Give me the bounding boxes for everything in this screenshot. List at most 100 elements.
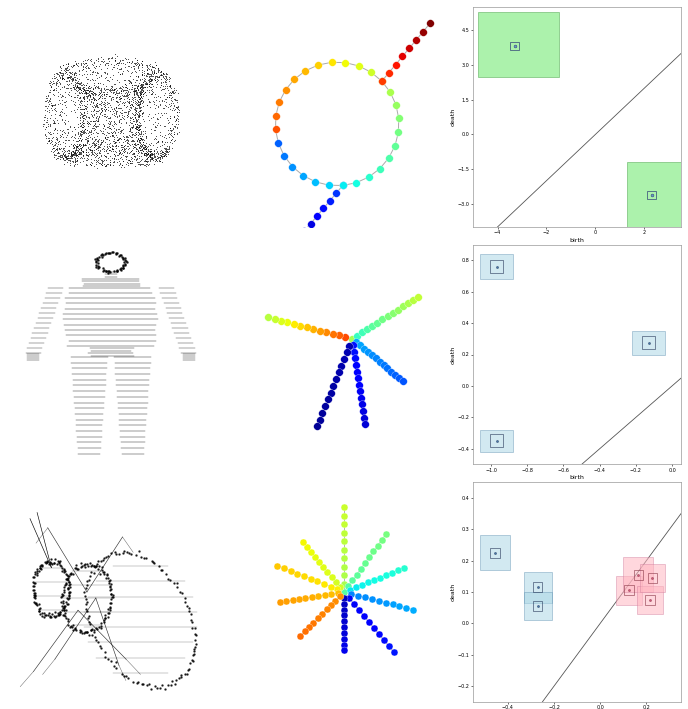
Point [155,84,166,95]
Point [152,79,163,90]
Point [133,111,144,123]
Point [122,108,133,120]
Point [121,135,132,146]
Point [54,83,65,94]
Point [45,98,56,109]
Point [119,133,130,145]
Point [168,132,179,143]
Point [69,82,80,94]
Point [121,153,132,164]
Point [41,105,52,116]
Point [145,145,156,157]
Point [72,150,83,161]
Point [107,145,118,157]
Point [124,74,135,85]
Point [160,145,171,156]
Point [131,123,142,134]
Point [134,89,145,101]
Point [160,70,171,82]
Point [133,110,144,121]
Point [93,157,104,168]
Point [122,86,133,97]
Point [138,96,149,107]
Point [54,608,65,620]
Point [132,135,143,146]
Point [140,121,151,133]
Point [30,598,41,610]
Point [109,62,120,73]
Point [141,99,152,111]
Point [127,138,138,150]
Point [132,129,143,140]
Point [60,96,71,108]
Point [87,101,98,112]
Point [111,108,122,119]
Point [109,103,120,114]
Point [80,86,92,97]
Point [104,607,115,618]
Point [100,106,111,117]
Point [94,641,105,652]
Point [131,108,142,120]
X-axis label: birth: birth [570,238,585,242]
Point [53,147,64,159]
Point [120,152,131,163]
Point [111,62,122,73]
Point [88,61,99,72]
Point [67,148,78,160]
Point [177,587,188,598]
Point [114,82,125,94]
Point [113,116,124,128]
Point [141,69,152,80]
Point [114,113,125,125]
Point [56,604,67,615]
Point [76,64,87,75]
Point [83,61,94,72]
Point [76,86,87,98]
Point [149,152,160,163]
Point [98,100,109,111]
Point [87,89,98,100]
Point [80,133,92,145]
Point [85,143,96,155]
Point [118,65,129,77]
Point [81,90,92,101]
Point [69,147,80,158]
Point [65,71,76,82]
Point [158,67,169,79]
Point [169,104,180,116]
Point [72,141,83,152]
Point [58,96,69,108]
Point [76,627,87,639]
Point [163,142,174,153]
Point [131,152,142,163]
Point [109,149,120,160]
Point [77,82,88,93]
Point [90,126,101,138]
Point [134,101,145,113]
Point [128,113,139,124]
Point [118,134,129,145]
Point [81,137,92,148]
Point [136,128,147,139]
Point [141,155,152,167]
Point [133,70,144,82]
Point [30,569,41,580]
Point [92,81,103,92]
Point [58,136,69,147]
Point [105,112,116,123]
Point [164,81,175,92]
Point [138,82,149,93]
Point [145,76,156,87]
Point [114,87,125,99]
Point [56,105,67,116]
Point [60,155,71,166]
Point [118,253,129,264]
Point [160,147,171,159]
Point [83,82,94,93]
Point [48,89,59,101]
Point [116,92,127,104]
Point [76,121,87,133]
Point [96,158,107,169]
Point [65,71,76,82]
